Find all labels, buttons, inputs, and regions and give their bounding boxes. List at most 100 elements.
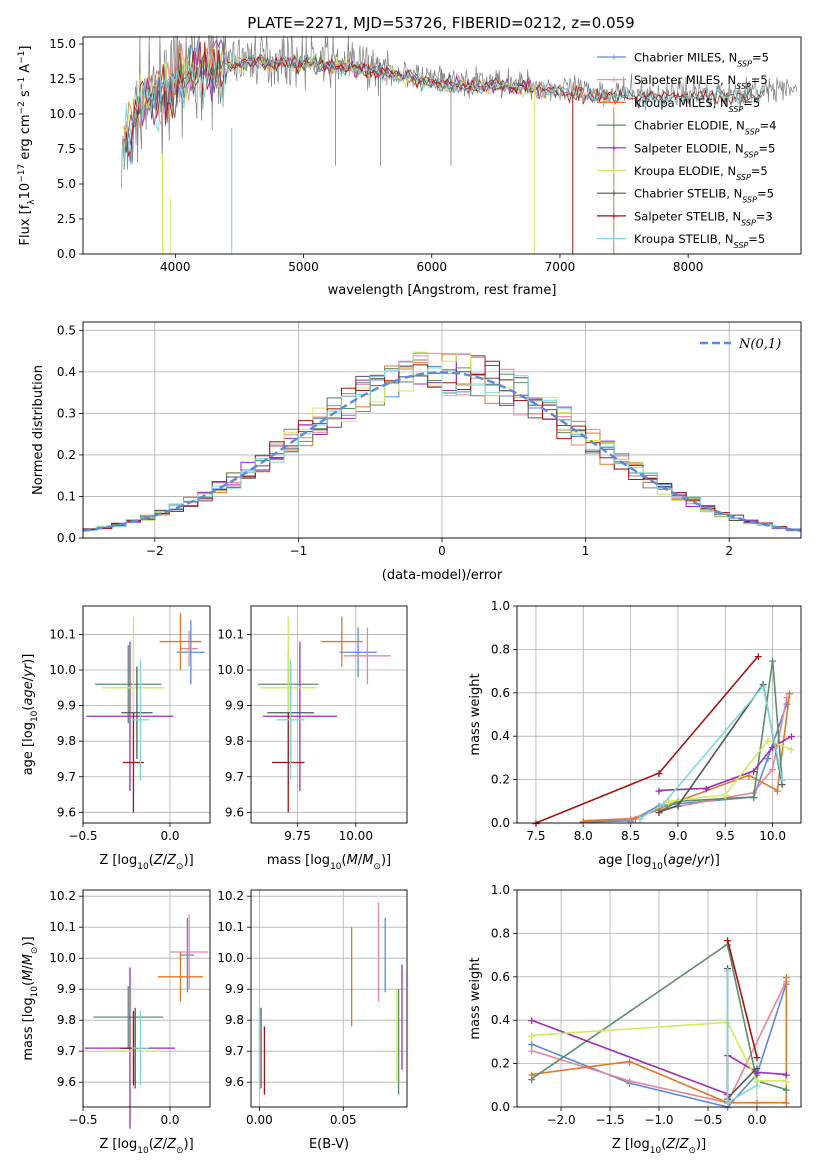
age_vs_mass-xlabel-part: ( [342,853,347,868]
residuals-xlabel: (data-model)/error [382,568,503,583]
legend-marker-kroupa_stelib: + [610,235,618,245]
legend-suffix: =4 [760,119,777,133]
age_vs_Z-xlabel-part: 10 [137,862,149,872]
residuals-xtick-label: 2 [725,544,733,558]
residuals-ytick-label: 0.4 [57,365,76,379]
spectrum-model-chabrier_stelib [123,50,764,153]
legend-suffix: =5 [743,96,760,110]
legend-text: Salpeter ELODIE, N [634,141,744,155]
mass_weight_vs_age-xlabel-part: ( [663,853,668,868]
mass_weight_vs_age-marker-kroupa_stelib: + [659,797,668,810]
mass_weight_vs_age-marker-salpeter_miles: + [654,804,663,817]
age_vs_Z-ytick-label: 9.8 [57,734,76,748]
mass_weight_vs_Z-xtick-label: −0.5 [693,1113,722,1127]
age_vs_Z-ytick-label: 9.7 [57,770,76,784]
mass_weight_vs_age-ytick-label: 0.6 [491,686,510,700]
legend-label-chabrier_miles: Chabrier MILES, NSSP=5 [634,51,769,69]
age_vs_mass-xlabel-part: M [347,853,358,868]
age_vs_mass-xlabel-part: mass [log [267,853,330,868]
mass_vs_Z-xtick-label: −0.5 [68,1113,97,1127]
age_vs_Z-xlabel-part: Z [153,853,164,868]
mass_weight_vs_Z-marker-salpeter_miles: + [625,1075,634,1088]
mass_vs_Z-ytick-label: 10.2 [49,889,76,903]
mass_weight_vs_age-xlabel-part: / [692,853,697,868]
mass_weight_vs_Z-axes: −2.0 −1.5 −1.0 −0.5 0.0 0.0 0.2 0.4 0.6 0.8 1.0 [491,883,801,1127]
spectrum-xlabel: wavelength [Angstrom, rest frame] [328,283,557,298]
mass_weight_vs_age-marker-salpeter_miles: + [768,763,777,776]
mass_weight_vs_age-xlabel-part: )] [710,853,720,868]
mass_weight_vs_age-marker-salpeter_elodie: + [787,730,796,743]
mass_weight_vs_Z-ytick-label: 0.6 [491,970,510,984]
spectrum-ylabel-part: λ [27,199,37,205]
mass_vs_Z-ylabel-part: M [21,970,36,981]
age_vs_Z-xlabel-part: / [163,853,168,868]
mass_weight_vs_age-marker-kroupa_stelib: + [759,680,768,693]
mass_weight_vs_age-marker-kroupa_stelib: + [777,774,786,787]
mass_weight_vs_Z-marker-chabrier_miles: + [723,1101,732,1114]
mass_weight_vs_Z-xtick-label: −2.0 [546,1113,575,1127]
mass_weight_vs_age-marker-chabrier_stelib: + [759,678,768,691]
mass_weight_vs_Z-frame [516,889,802,1108]
mass_weight_vs_age-marker-salpeter_miles: + [579,815,588,828]
legend-text: Kroupa STELIB, N [634,232,734,246]
age_vs_Z-xtick-label: 0.0 [160,829,179,843]
mass_weight_vs_age-marker-kroupa_elodie: + [664,795,673,808]
mass_weight_vs_Z-line-kroupa_stelib [726,970,758,1105]
mass_weight_vs_age-xtick-label: 9.5 [716,829,735,843]
mass_weight_vs_Z-xlabel-part: Z [log [612,1137,650,1152]
age_vs_mass-ytick-label: 10.1 [217,627,244,641]
residuals-ytick-label: 0.0 [57,531,76,545]
mass_vs_Z-xlabel: Z [log10(Z/Z⊙)] [99,1137,193,1156]
spectrum-ytick-label: 5.0 [57,177,76,191]
legend-sub: SSP [736,82,751,91]
spectrum-legend: + Chabrier MILES, NSSP=5+ Salpeter MILES, … [597,51,776,250]
age_vs_Z-ylabel-part: / [21,676,36,681]
residuals-hist-kroupa_stelib [82,365,802,538]
mass_vs_Z-points [84,914,209,1129]
legend-text: Kroupa MILES, N [634,96,729,110]
residuals-frame [82,321,802,539]
age_vs_mass-ytick-label: 9.7 [225,770,244,784]
mass_weight_vs_age-xlabel-part: age [668,853,692,868]
mass_vs_Z-ytick-label: 9.6 [57,1075,76,1089]
mass_weight_vs_Z-xlabel-part: )] [696,1137,706,1152]
mass_vs_Z-ylabel-part: ⊙ [30,947,40,955]
mass_vs_Z-ylabel-part: / [21,965,36,970]
mass_vs_Z-ylabel-part: )] [21,936,36,946]
residuals-ytick-label: 0.5 [57,323,76,337]
legend-suffix: =5 [751,164,768,178]
mass_weight_vs_age-marker-salpeter_elodie: + [749,765,758,778]
spectrum-ylabel-part: −1 [17,51,27,64]
age_vs_Z-ytick-label: 9.6 [57,805,76,819]
mass_vs_ebv-ytick-label: 9.6 [225,1075,244,1089]
age_vs_mass-xlabel-part: M [362,853,373,868]
legend-sub: SSP [729,104,744,113]
age_vs_Z-xlabel-part: Z [166,853,177,868]
mass_weight_vs_Z-marker-kroupa_stelib: + [723,1097,732,1110]
mass_weight_vs_Z-line-salpeter_miles [531,980,788,1104]
mass_weight_vs_Z-marker-salpeter_elodie: + [782,1068,791,1081]
spectrum-xtick-label: 7000 [545,260,576,274]
residuals-ytick-label: 0.2 [57,448,76,462]
mass_weight_vs_Z-xlabel-part: Z [665,1137,676,1152]
spectrum-ylabel-part: −1 [17,77,27,90]
residuals-xtick-label: −2 [146,544,164,558]
mass_weight_vs_age-line-chabrier_elodie [658,660,783,813]
mass_weight_vs_age-ytick-label: 0.4 [491,729,510,743]
legend-text: Salpeter STELIB, N [634,209,741,223]
mass_weight_vs_age-marker-chabrier_miles: + [782,698,791,711]
mass_weight_vs_age-xlabel-part: yr [696,853,712,868]
mass_weight_vs_Z-marker-kroupa_elodie: + [527,1029,536,1042]
mass_weight_vs_age-xtick-label: 9.0 [668,829,687,843]
mass_vs_ebv-xtick-label: 0.00 [246,1113,273,1127]
residuals-xtick-label: −1 [290,544,308,558]
legend-text: Salpeter MILES, N [634,73,736,87]
mass_weight_vs_Z-marker-kroupa_miles: + [782,1097,791,1110]
legend-label-chabrier_stelib: Chabrier STELIB, NSSP=5 [634,187,774,205]
mass_weight_vs_age-line-kroupa_stelib [639,684,783,820]
age_vs_mass-frame [250,605,408,824]
mass_weight_vs_age-ytick-label: 1.0 [491,599,510,613]
mass_vs_Z-xlabel-part: 10 [137,1146,149,1156]
mass_weight_vs_Z-ylabel: mass weight [468,957,483,1039]
age_vs_Z-xtick-label: −0.5 [68,829,97,843]
